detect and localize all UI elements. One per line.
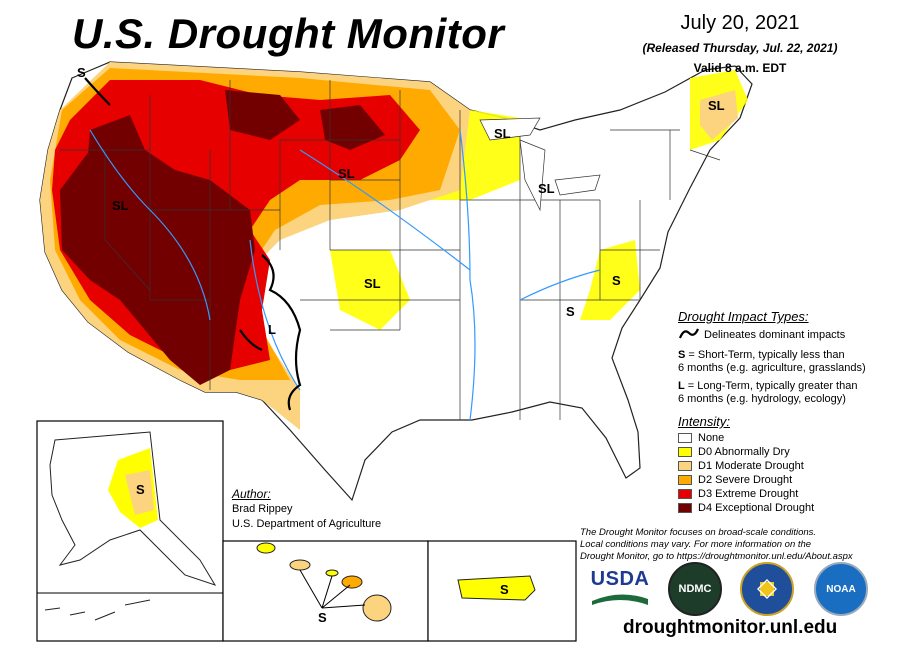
drought-d4-area	[225, 90, 300, 140]
label-sl-wi: SL	[494, 126, 511, 141]
short-term-line2: 6 months (e.g. agriculture, grasslands)	[678, 362, 866, 374]
delineation-label: Delineates dominant impacts	[704, 329, 846, 341]
intensity-item-d1: D1 Moderate Drought	[678, 459, 814, 473]
intensity-label: D3 Extreme Drought	[698, 487, 799, 500]
website-link[interactable]: droughtmonitor.unl.edu	[623, 617, 838, 638]
commerce-seal-logo	[740, 562, 794, 616]
map-date: July 20, 2021	[680, 12, 800, 34]
color-swatch	[678, 461, 692, 471]
short-term-legend: S = Short-Term, typically less than 6 mo…	[678, 349, 866, 375]
long-term-code: L	[678, 380, 685, 392]
intensity-label: None	[698, 431, 725, 444]
usda-logo: USDA	[590, 568, 650, 612]
long-term-line2: 6 months (e.g. hydrology, ecology)	[678, 393, 846, 405]
noaa-logo-text: NOAA	[826, 583, 856, 595]
long-term-line1: = Long-Term, typically greater than	[684, 380, 858, 392]
label-s-puerto-rico: S	[500, 582, 509, 597]
delineation-line-icon	[678, 328, 700, 339]
ndmc-logo-text: NDMC	[678, 583, 712, 595]
impact-legend-heading: Drought Impact Types:	[678, 309, 809, 324]
intensity-item-d4: D4 Exceptional Drought	[678, 501, 814, 515]
color-swatch	[678, 489, 692, 499]
intensity-item-none: None	[678, 431, 814, 445]
label-sl-dakotas: SL	[338, 166, 355, 181]
label-s-tn: S	[566, 304, 575, 319]
valid-time: Valid 8 a.m. EDT	[693, 61, 787, 75]
drought-d4-area	[320, 105, 385, 150]
usda-logo-text: USDA	[590, 568, 650, 590]
hawaii-islands	[256, 542, 392, 622]
great-lakes	[479, 117, 601, 212]
author-org: U.S. Department of Agriculture	[232, 518, 382, 530]
drought-d4-area	[60, 140, 255, 385]
label-s-va: S	[612, 273, 621, 288]
puerto-rico-outline	[457, 575, 536, 601]
aleutians-outline	[44, 599, 151, 621]
hawaii-inset	[222, 540, 429, 642]
note-line: The Drought Monitor focuses on broad-sca…	[580, 527, 817, 538]
label-s-hawaii: S	[318, 610, 327, 625]
impact-delineation-lines	[84, 77, 302, 411]
author-name: Brad Rippey	[232, 503, 293, 515]
note-line: Drought Monitor, go to https://droughtmo…	[580, 551, 853, 562]
intensity-item-d2: D2 Severe Drought	[678, 473, 814, 487]
usda-swoosh-icon	[592, 594, 648, 605]
intensity-label: D4 Exceptional Drought	[698, 501, 815, 514]
label-sl-nw: SL	[112, 198, 129, 213]
label-sl-kansas: SL	[364, 276, 381, 291]
drought-d1-area	[700, 90, 738, 140]
ndmc-logo: NDMC	[668, 562, 722, 616]
color-swatch	[678, 475, 692, 485]
rivers	[89, 129, 601, 421]
short-term-line1: = Short-Term, typically less than	[685, 349, 845, 361]
intensity-legend-heading: Intensity:	[678, 414, 731, 429]
intensity-label: D1 Moderate Drought	[698, 459, 804, 472]
intensity-item-d0: D0 Abnormally Dry	[678, 445, 814, 459]
label-sl-ne: SL	[708, 98, 725, 113]
color-swatch	[678, 433, 692, 443]
disclaimer-note: The Drought Monitor focuses on broad-sca…	[580, 527, 880, 563]
label-s-alaska: S	[136, 482, 145, 497]
state-boundaries	[60, 80, 721, 420]
label-sl-mi: SL	[538, 181, 555, 196]
alaska-d1-area	[125, 470, 154, 515]
note-line: Local conditions may vary. For more info…	[580, 539, 812, 550]
hawaii-pointer-lines	[299, 569, 366, 609]
page-title: U.S. Drought Monitor	[72, 10, 505, 57]
intensity-label: D0 Abnormally Dry	[698, 445, 790, 458]
color-swatch	[678, 447, 692, 457]
drought-d4-area	[88, 115, 145, 165]
label-s-wa: S	[77, 65, 86, 80]
color-swatch	[678, 503, 692, 513]
short-term-code: S	[678, 349, 686, 361]
author-heading: Author:	[232, 487, 271, 501]
intensity-item-d3: D3 Extreme Drought	[678, 487, 814, 501]
intensity-legend: None D0 Abnormally Dry D1 Moderate Droug…	[678, 431, 814, 515]
noaa-logo: NOAA	[814, 562, 868, 616]
intensity-label: D2 Severe Drought	[698, 473, 793, 486]
long-term-legend: L = Long-Term, typically greater than 6 …	[678, 380, 857, 406]
drought-d0-area	[330, 250, 410, 330]
release-date: (Released Thursday, Jul. 22, 2021)	[642, 41, 838, 55]
eagle-icon	[757, 579, 777, 599]
label-l-nm: L	[268, 322, 276, 337]
